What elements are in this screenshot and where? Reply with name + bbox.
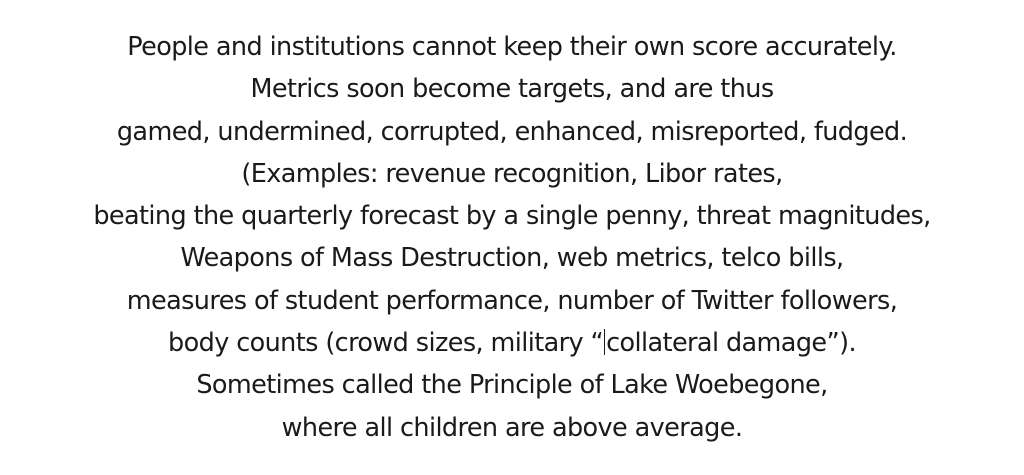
text-line: (Examples: revenue recognition, Libor ra… [241,158,783,189]
text-line-with-cursor: body counts (crowd sizes, military “coll… [0,322,1024,364]
text-line: gamed, undermined, corrupted, enhanced, … [116,116,908,147]
text-line: where all children are above average. [281,412,743,443]
text-line: Sometimes called the Principle of Lake W… [196,370,828,401]
text-document[interactable]: People and institutions cannot keep thei… [0,26,1024,449]
text-cursor [604,329,606,356]
text-segment-before-cursor: body counts (crowd sizes, military “ [168,328,604,359]
text-line: People and institutions cannot keep thei… [127,32,897,62]
text-line: measures of student performance, number … [126,285,898,316]
text-segment-after-cursor: collateral damage”). [606,328,856,359]
text-line: beating the quarterly forecast by a sing… [93,201,931,232]
text-line: Metrics soon become targets, and are thu… [250,74,774,105]
text-line: Weapons of Mass Destruction, web metrics… [180,243,844,274]
